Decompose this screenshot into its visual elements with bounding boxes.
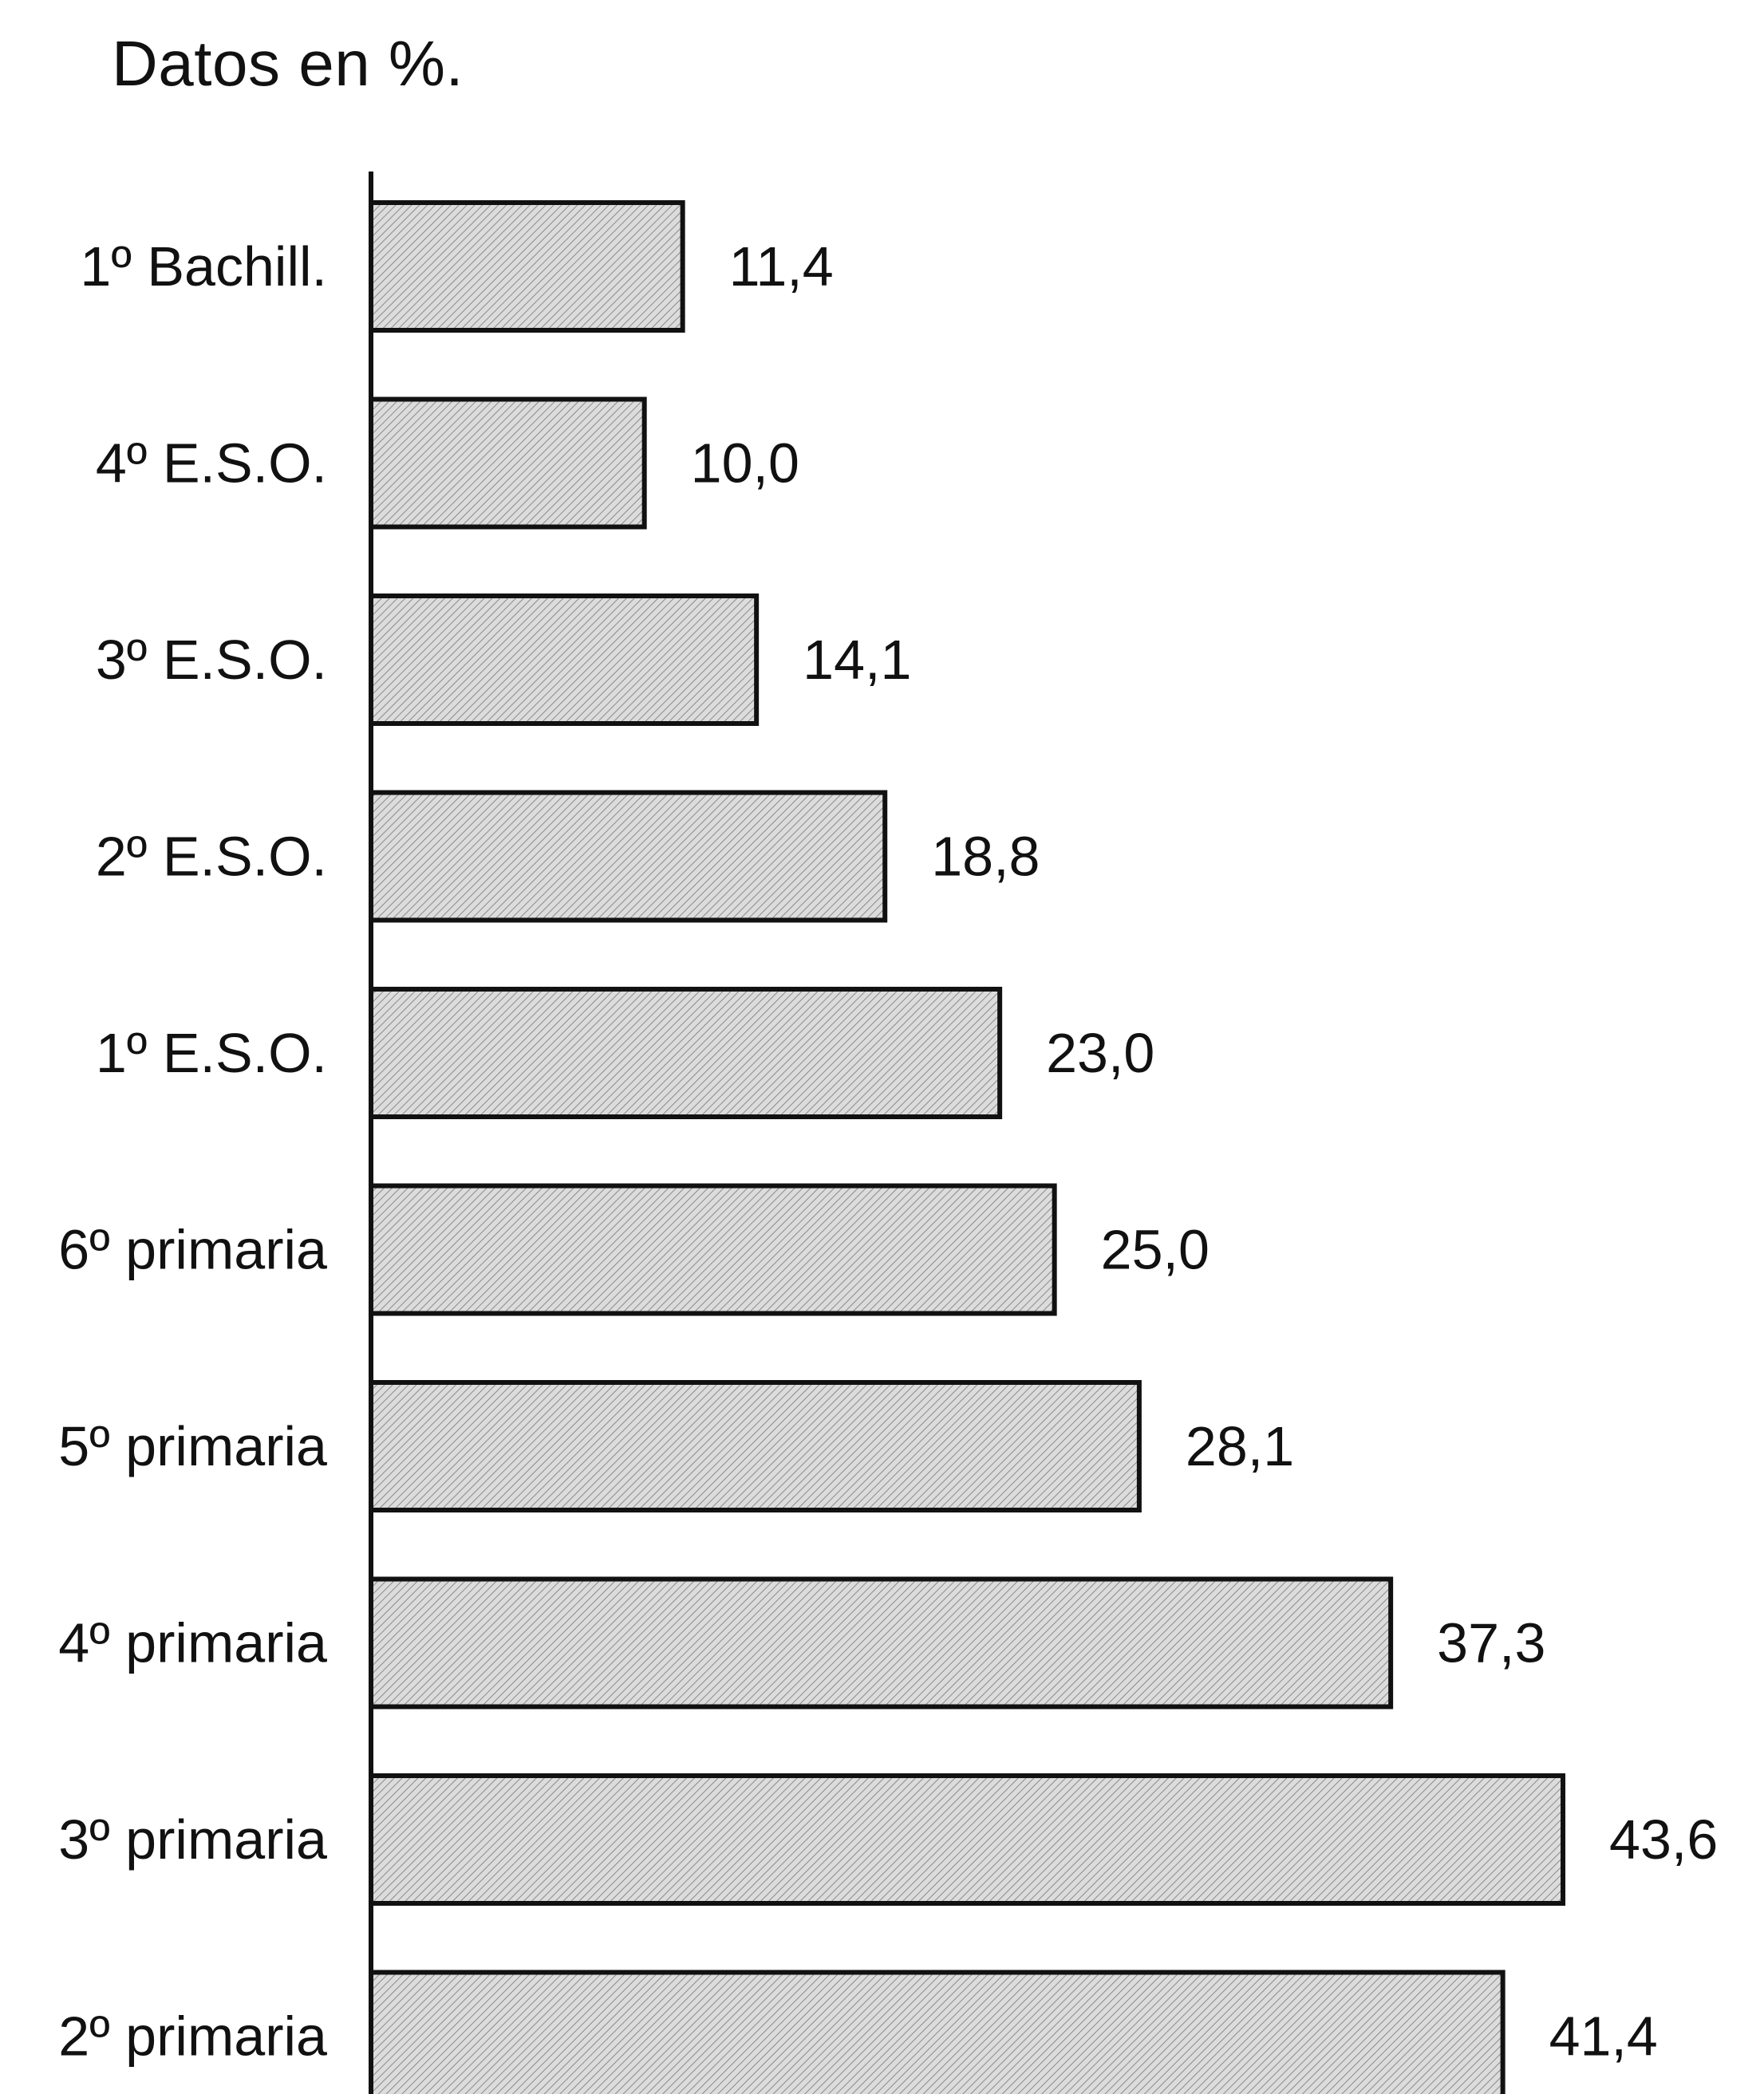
bar-3	[369, 790, 888, 923]
bar-2	[369, 593, 760, 726]
bar-7	[369, 1576, 1394, 1710]
category-label-6: 5º primaria	[58, 1415, 327, 1477]
bar-6	[369, 1380, 1142, 1512]
bar-8	[369, 1773, 1566, 1906]
bar-4	[369, 987, 1003, 1119]
value-label-6: 28,1	[1186, 1415, 1294, 1477]
bar-5	[369, 1183, 1057, 1316]
category-label-1: 4º E.S.O.	[96, 432, 327, 495]
category-label-9: 2º primaria	[58, 2005, 327, 2068]
chart-note: Datos en %.	[112, 28, 464, 99]
category-label-4: 1º E.S.O.	[96, 1022, 327, 1084]
value-label-9: 41,4	[1549, 2005, 1658, 2068]
value-label-2: 14,1	[803, 629, 911, 691]
value-labels-layer: 11,4 10,0 14,1 18,8 23,0 25,0 28,1 37,3 43,6 41,4	[691, 235, 1719, 2068]
value-label-1: 10,0	[691, 432, 799, 495]
value-label-0: 11,4	[729, 235, 834, 298]
bar-9	[369, 1970, 1506, 2094]
bar-0	[369, 200, 685, 333]
category-labels-layer: 1º Bachill. 4º E.S.O. 3º E.S.O. 2º E.S.O. 1º…	[58, 235, 327, 2068]
category-label-2: 3º E.S.O.	[96, 629, 327, 691]
value-label-5: 25,0	[1101, 1219, 1210, 1281]
bars-layer	[369, 200, 1566, 2094]
value-label-4: 23,0	[1046, 1022, 1154, 1084]
category-label-5: 6º primaria	[58, 1219, 327, 1281]
value-label-7: 37,3	[1437, 1612, 1545, 1674]
category-label-0: 1º Bachill.	[80, 235, 327, 298]
value-label-8: 43,6	[1609, 1808, 1718, 1871]
value-label-3: 18,8	[931, 826, 1040, 888]
category-label-3: 2º E.S.O.	[96, 826, 327, 888]
category-label-7: 4º primaria	[58, 1612, 327, 1674]
bar-1	[369, 396, 647, 530]
category-label-8: 3º primaria	[58, 1808, 327, 1871]
